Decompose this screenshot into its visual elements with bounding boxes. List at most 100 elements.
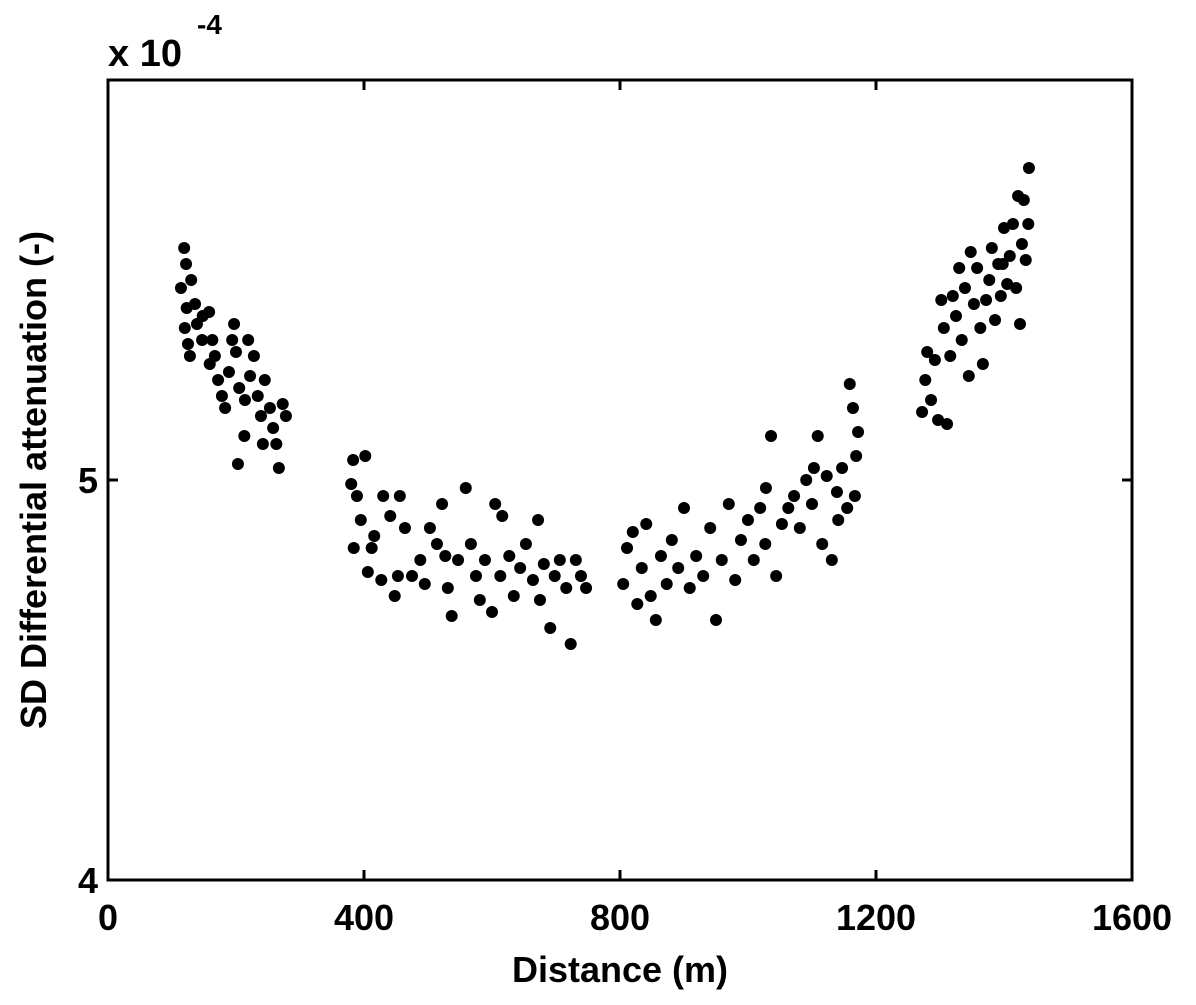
point <box>998 222 1010 234</box>
point <box>816 538 829 550</box>
point <box>514 562 527 574</box>
point <box>569 554 582 566</box>
point <box>967 298 980 310</box>
point <box>459 482 472 494</box>
point <box>452 554 465 566</box>
point <box>560 582 573 594</box>
point <box>932 414 945 426</box>
point <box>247 350 260 362</box>
point <box>226 334 239 346</box>
plot-frame <box>106 78 1134 882</box>
point <box>350 490 363 502</box>
point <box>654 550 667 562</box>
x-tick-label: 1200 <box>836 897 916 938</box>
point <box>534 594 546 606</box>
point <box>222 366 235 378</box>
point <box>996 258 1009 270</box>
point <box>690 550 703 562</box>
y-tick-label: 4 <box>78 860 98 901</box>
point <box>473 594 486 606</box>
point <box>496 510 509 522</box>
point <box>759 538 772 550</box>
point <box>631 598 644 610</box>
point <box>754 502 767 514</box>
point <box>537 558 550 570</box>
point <box>230 346 242 358</box>
point <box>806 498 818 510</box>
point <box>950 310 962 322</box>
point <box>697 570 710 582</box>
point <box>640 518 653 530</box>
point <box>365 542 378 554</box>
point <box>941 418 954 430</box>
point <box>994 290 1007 302</box>
point <box>985 242 998 254</box>
point <box>251 390 264 402</box>
point <box>1003 250 1016 262</box>
point <box>414 554 427 566</box>
point <box>182 338 194 350</box>
point <box>272 462 285 474</box>
point <box>361 566 374 578</box>
x-tick-label: 0 <box>98 897 118 938</box>
point <box>238 394 251 406</box>
point <box>398 522 411 534</box>
point <box>548 570 561 582</box>
point <box>406 570 418 582</box>
point <box>430 538 443 550</box>
point <box>1015 238 1028 250</box>
point <box>242 334 255 346</box>
point <box>564 638 577 650</box>
point <box>1019 254 1032 266</box>
point <box>946 290 959 302</box>
point <box>391 570 404 582</box>
point <box>765 430 778 442</box>
point <box>503 550 516 562</box>
point <box>174 282 187 294</box>
point <box>807 462 820 474</box>
point <box>445 610 458 622</box>
point <box>820 470 833 482</box>
point <box>388 590 401 602</box>
point <box>185 274 198 286</box>
point <box>354 514 367 526</box>
point <box>788 490 801 502</box>
point <box>532 514 545 526</box>
point <box>944 350 957 362</box>
point <box>183 350 196 362</box>
y-exponent-base: x 10 <box>108 33 182 75</box>
point <box>955 334 968 346</box>
point <box>436 498 449 510</box>
point <box>635 562 648 574</box>
point <box>747 554 760 566</box>
point <box>418 578 431 590</box>
point <box>742 514 754 526</box>
point <box>989 314 1002 326</box>
point <box>974 322 987 334</box>
point <box>1022 218 1035 230</box>
point <box>507 590 520 602</box>
point <box>580 582 593 594</box>
point <box>244 370 257 382</box>
point <box>935 294 948 306</box>
point <box>919 374 932 386</box>
point <box>626 526 639 538</box>
point <box>710 614 722 626</box>
point <box>953 262 966 274</box>
point <box>672 562 685 574</box>
point <box>830 486 843 498</box>
point <box>375 574 388 586</box>
x-axis-label: Distance (m) <box>512 949 728 990</box>
point <box>270 438 283 450</box>
point <box>782 502 795 514</box>
point <box>180 258 193 270</box>
point <box>843 378 856 390</box>
x-tick-label: 400 <box>334 897 394 938</box>
point <box>377 490 390 502</box>
point <box>228 318 241 330</box>
point <box>644 590 657 602</box>
point <box>494 570 507 582</box>
point <box>836 462 849 474</box>
point <box>470 570 482 582</box>
point <box>276 398 289 410</box>
